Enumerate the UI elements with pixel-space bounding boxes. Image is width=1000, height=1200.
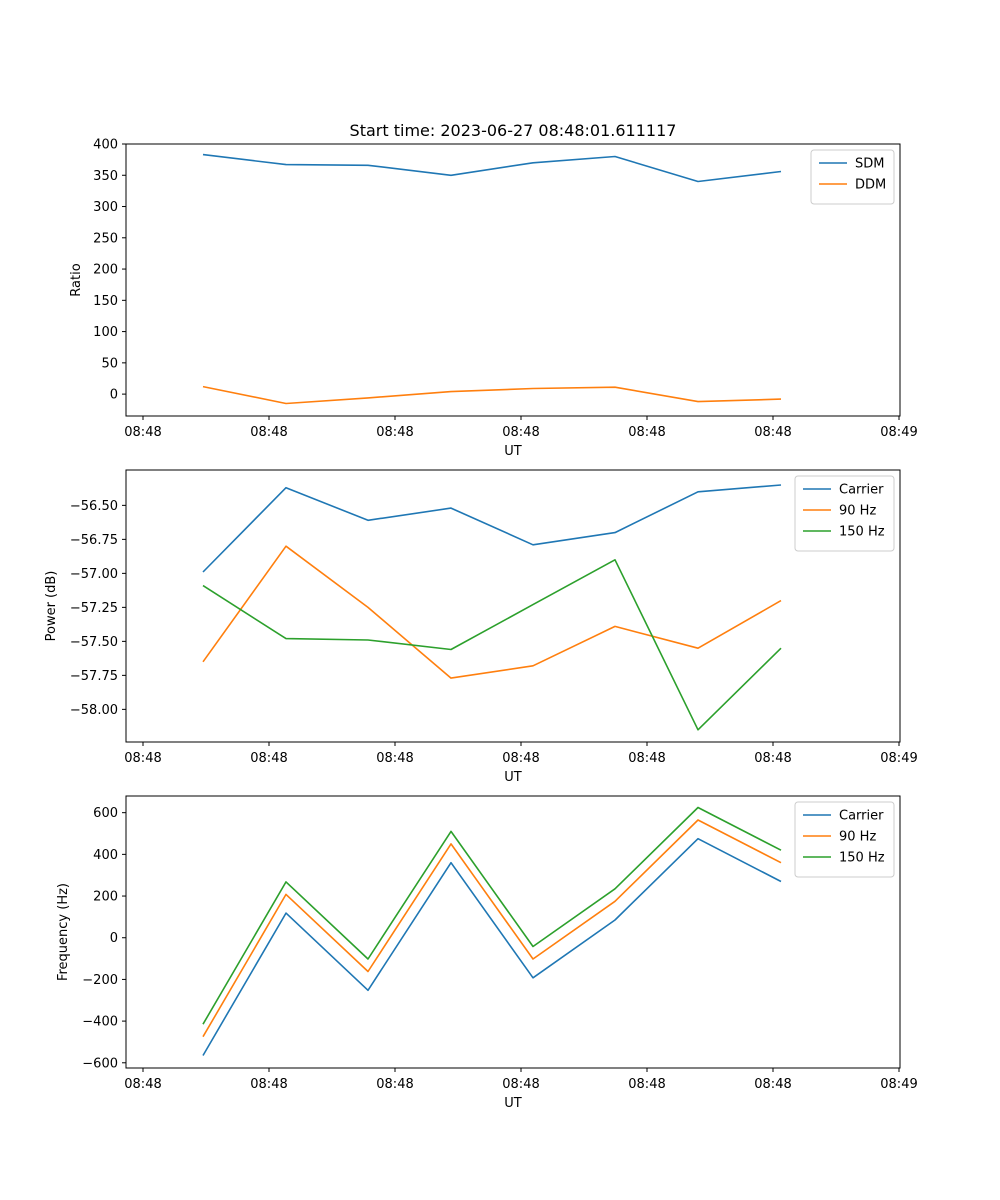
x-tick-label: 08:48 [502,751,539,766]
y-tick-label: 150 [93,294,118,309]
legend-label: Carrier [839,809,884,824]
x-tick-label: 08:48 [754,751,791,766]
x-tick-label: 08:48 [502,1077,539,1092]
chart-3: −600 −400 −200 0 200 400 600 08:48 08:48 08:48 08:… [56,795,918,1111]
legend-box [794,475,895,552]
series-line-90-hz [202,819,782,1038]
y-tick-label: −56.50 [70,499,118,514]
y-tick-label: 100 [93,325,118,340]
y-tick-label: 0 [110,931,118,946]
y-tick-label: −600 [82,1056,118,1071]
series-line-150-hz [202,558,782,731]
x-tick-label: 08:48 [250,751,287,766]
x-tick-label: 08:48 [124,1077,161,1092]
legend-label: SDM [855,157,884,172]
series-line-sdm [202,153,782,183]
legend-label: 150 Hz [839,851,885,866]
y-tick-label: 300 [93,200,118,215]
y-tick-label: 50 [101,356,118,371]
legend-label: 150 Hz [839,525,885,540]
y-tick-label: 200 [93,890,118,905]
legend-label: Carrier [839,483,884,498]
axes-frame [125,469,901,743]
y-axis-label: Frequency (Hz) [56,883,71,981]
x-tick-label: 08:48 [124,425,161,440]
chart-1: 0 50 100 150 200 250 300 350 400 08:48 08:48 08:48 0… [69,138,918,460]
y-tick-label: 600 [93,806,118,821]
x-tick-label: 08:48 [376,425,413,440]
legend-box [794,801,895,878]
series-line-150-hz [202,806,782,1025]
y-tick-label: 250 [93,231,118,246]
series-line-carrier [202,837,782,1056]
x-tick-label: 08:48 [754,1077,791,1092]
x-axis-label: UT [504,770,522,785]
series-line-90-hz [202,545,782,679]
y-tick-label: −58.00 [70,703,118,718]
x-tick-label: 08:48 [124,751,161,766]
x-tick-label: 08:48 [376,1077,413,1092]
legend: Carrier 90 Hz 150 Hz [794,475,895,552]
y-tick-label: −56.75 [70,533,118,548]
y-tick-label: −200 [82,973,118,988]
chart-2: −56.50 −56.75 −57.00 −57.25 −57.50 −57.75 −58.… [44,469,918,785]
y-tick-label: −57.25 [70,601,118,616]
legend: Carrier 90 Hz 150 Hz [794,801,895,878]
x-tick-label: 08:49 [880,751,917,766]
legend: SDM DDM [810,149,895,205]
x-tick-label: 08:49 [880,425,917,440]
y-tick-label: 400 [93,848,118,863]
y-tick-label: −400 [82,1015,118,1030]
series-line-carrier [202,484,782,573]
x-tick-label: 08:48 [754,425,791,440]
x-axis-label: UT [504,1096,522,1111]
legend-label: 90 Hz [839,504,876,519]
x-tick-label: 08:49 [880,1077,917,1092]
legend-label: DDM [855,178,886,193]
x-tick-label: 08:48 [628,1077,665,1092]
x-tick-label: 08:48 [250,425,287,440]
x-tick-label: 08:48 [502,425,539,440]
y-tick-label: −57.00 [70,567,118,582]
axes-frame [125,143,901,417]
y-tick-label: 400 [93,138,118,153]
y-tick-label: 0 [110,388,118,403]
x-tick-label: 08:48 [628,751,665,766]
x-tick-label: 08:48 [250,1077,287,1092]
x-tick-label: 08:48 [628,425,665,440]
y-axis-label: Power (dB) [44,571,59,642]
axes-frame [125,795,901,1069]
y-tick-label: −57.75 [70,669,118,684]
y-axis-label: Ratio [69,263,84,296]
legend-label: 90 Hz [839,830,876,845]
series-line-ddm [202,385,782,405]
x-tick-label: 08:48 [376,751,413,766]
x-axis-label: UT [504,444,522,459]
y-tick-label: 350 [93,169,118,184]
y-tick-label: 200 [93,263,118,278]
figure-title: Start time: 2023-06-27 08:48:01.611117 [350,121,677,140]
y-tick-label: −57.50 [70,635,118,650]
